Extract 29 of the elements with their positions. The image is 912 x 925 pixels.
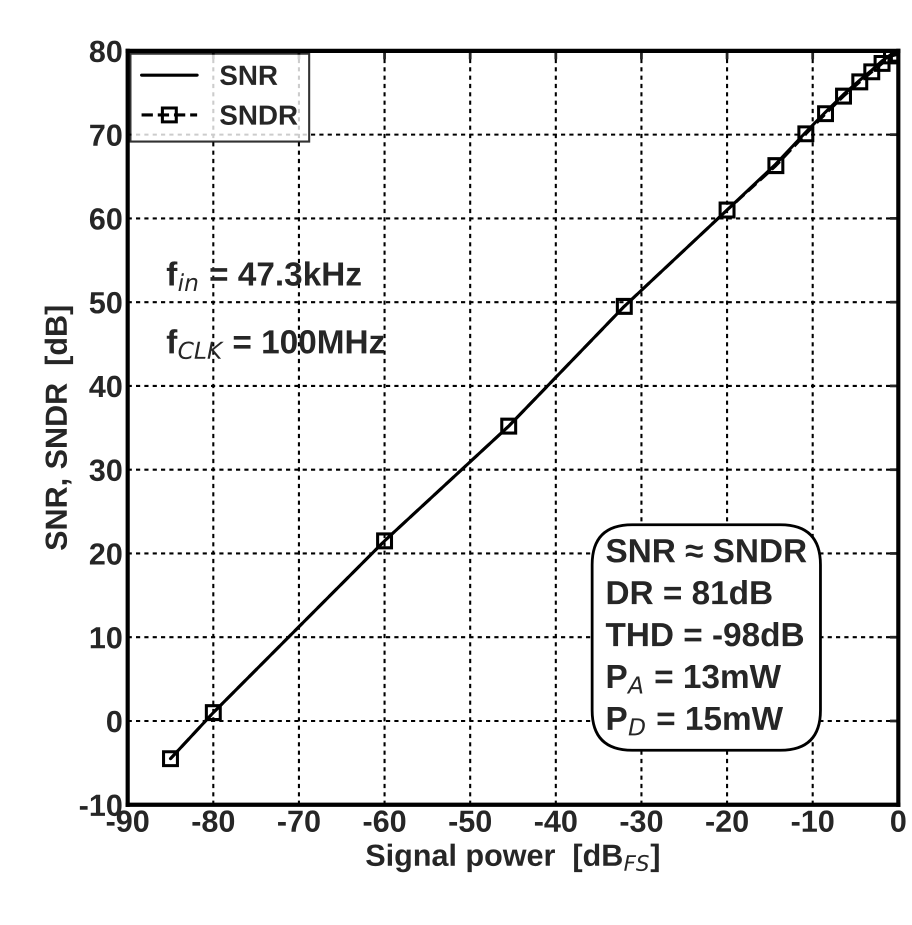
annotation: SNR ≈ SNDR — [606, 538, 806, 563]
x-tick-label: -10 — [792, 810, 834, 832]
x-tick-label: -60 — [364, 810, 406, 832]
annotation: DR = 81dB — [608, 580, 772, 604]
y-tick-label: 0 — [107, 710, 122, 732]
y-tick-label: 30 — [90, 459, 122, 482]
y-tick-label: 60 — [90, 208, 122, 230]
y-tick-label: 70 — [90, 124, 122, 146]
legend-label: SNR — [220, 65, 278, 86]
legend-label: SNDR — [220, 105, 298, 125]
annotation: P$_{A}$ = 13mW — [608, 664, 782, 694]
y-tick-label: 10 — [90, 626, 122, 649]
annotation: f$_{in}$ = 47.3kHz — [166, 261, 361, 291]
x-axis-title: Signal power [dB$_{FS}$] — [366, 844, 659, 872]
x-tick-label: -50 — [449, 810, 492, 832]
y-tick-label: 80 — [90, 40, 122, 62]
annotation: f$_{CLK}$ = 100MHz — [166, 329, 384, 360]
x-tick-label: -70 — [278, 810, 320, 832]
y-tick-label: 50 — [90, 292, 122, 314]
y-tick-label: 40 — [89, 376, 122, 398]
y-axis-title: SNR, SNDR [dB] — [44, 306, 74, 550]
annotation: THD = -98dB — [606, 622, 804, 646]
annotation: P$_{D}$ = 15mW — [608, 706, 784, 736]
x-tick-label: -20 — [706, 810, 748, 832]
x-tick-label: 0 — [891, 810, 906, 832]
x-tick-label: -30 — [620, 810, 662, 832]
x-tick-label: -80 — [192, 810, 234, 832]
x-tick-label: -40 — [534, 810, 577, 832]
y-tick-label: 20 — [90, 543, 122, 565]
